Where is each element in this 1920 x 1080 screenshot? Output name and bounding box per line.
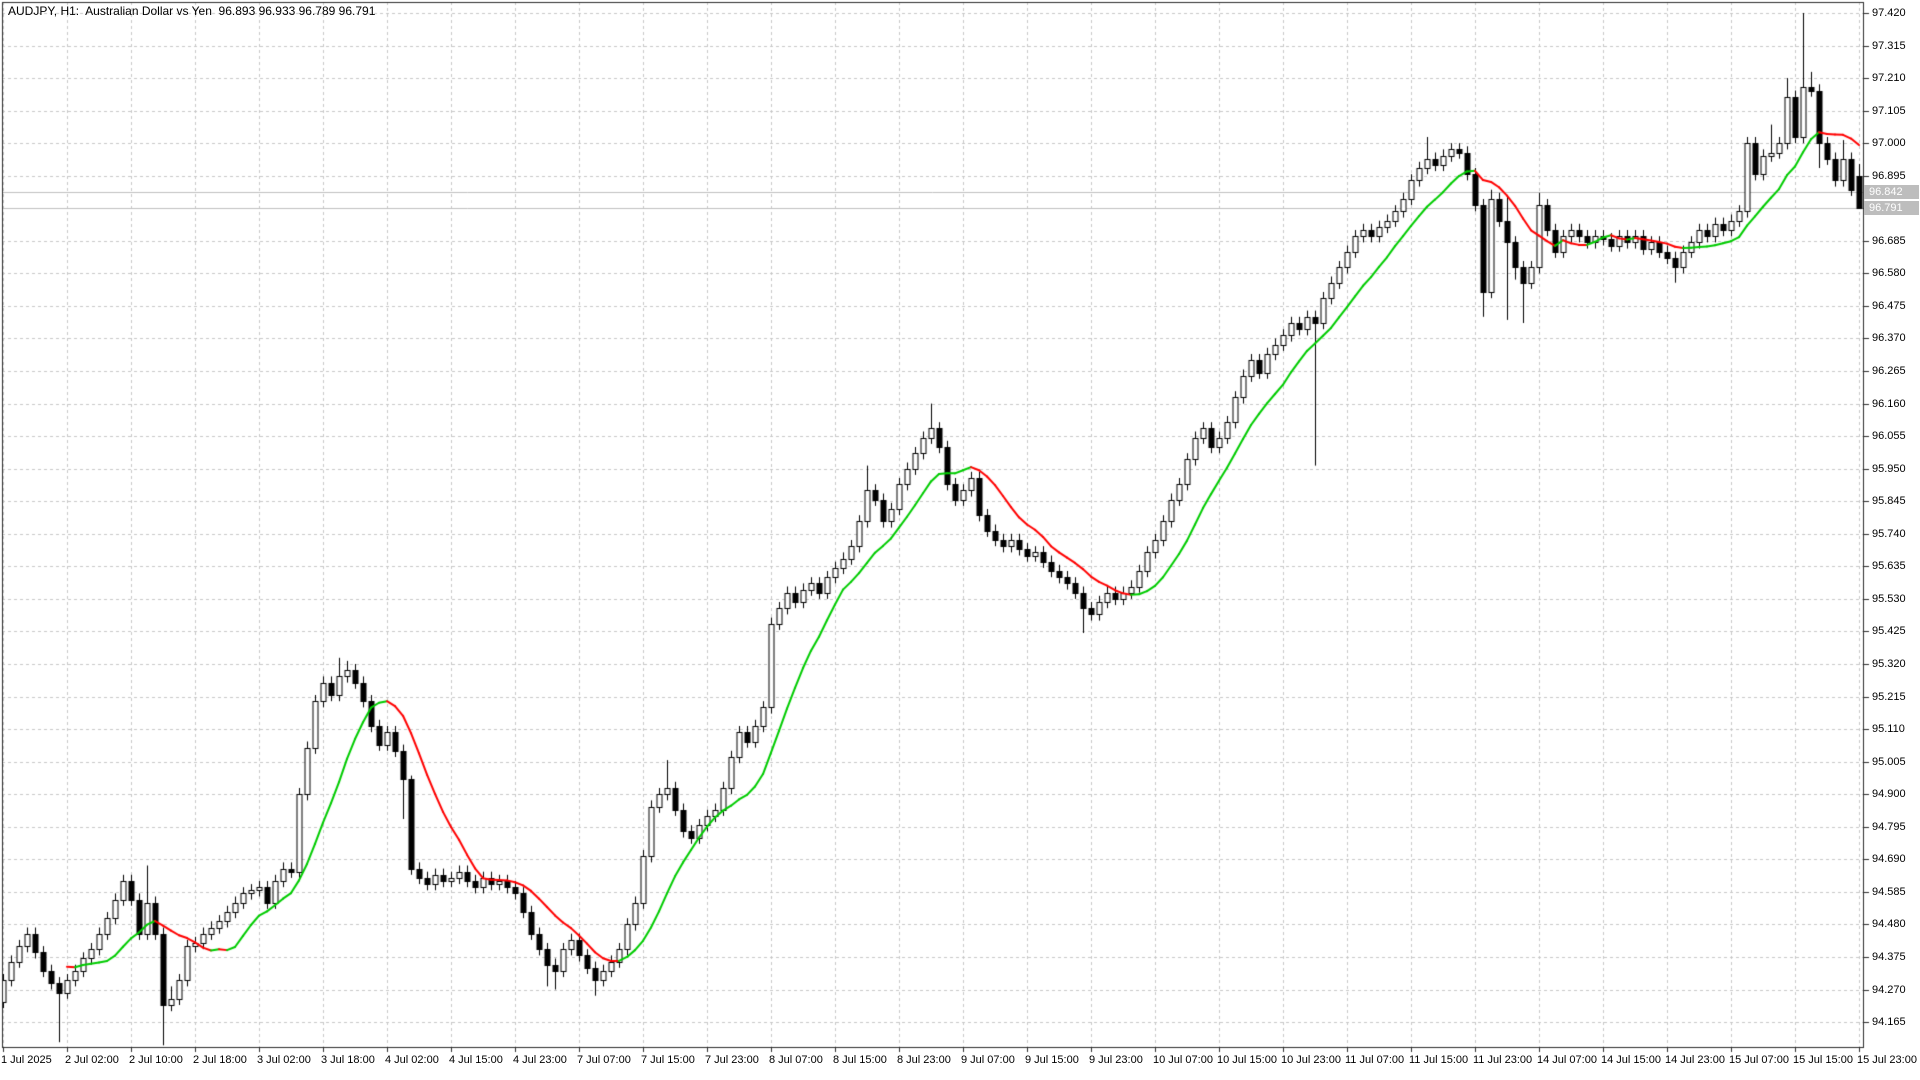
price-axis-label: 96.265 [1872,365,1906,377]
price-axis-label: 96.475 [1872,300,1906,312]
time-axis-label: 8 Jul 23:00 [897,1054,951,1066]
price-axis-label: 97.315 [1872,40,1906,52]
price-axis-label: 94.795 [1872,821,1906,833]
price-axis-label: 97.210 [1872,72,1906,84]
time-axis-label: 11 Jul 07:00 [1345,1054,1405,1066]
price-axis-label: 96.580 [1872,267,1906,279]
time-axis-label: 7 Jul 07:00 [577,1054,631,1066]
price-axis-label: 95.740 [1872,528,1906,540]
price-axis-label: 95.530 [1872,593,1906,605]
time-axis-label: 2 Jul 02:00 [65,1054,119,1066]
price-axis-label: 94.480 [1872,918,1906,930]
time-axis-label: 14 Jul 15:00 [1601,1054,1661,1066]
price-axis-label: 95.215 [1872,691,1906,703]
price-axis-label: 94.165 [1872,1016,1906,1028]
time-axis-label: 10 Jul 15:00 [1217,1054,1277,1066]
price-axis-label: 95.635 [1872,560,1906,572]
price-axis-label: 95.845 [1872,495,1906,507]
price-axis-label: 97.420 [1872,7,1906,19]
time-axis-label: 3 Jul 18:00 [321,1054,375,1066]
time-axis-label: 4 Jul 23:00 [513,1054,567,1066]
time-axis-label: 4 Jul 02:00 [385,1054,439,1066]
bid-price-badge: 96.791 [1864,201,1919,215]
price-axis-label: 97.105 [1872,105,1906,117]
ask-price-badge: 96.842 [1864,185,1919,199]
price-axis-label: 95.425 [1872,625,1906,637]
time-axis-label: 10 Jul 23:00 [1281,1054,1341,1066]
price-axis-label: 97.000 [1872,137,1906,149]
time-axis-label: 1 Jul 2025 [1,1054,52,1066]
price-axis-label: 95.110 [1872,723,1905,735]
time-axis-label: 9 Jul 15:00 [1025,1054,1079,1066]
time-axis-label: 8 Jul 07:00 [769,1054,823,1066]
time-axis-label: 11 Jul 15:00 [1409,1054,1469,1066]
time-axis-label: 15 Jul 07:00 [1729,1054,1789,1066]
price-axis-label: 95.950 [1872,463,1906,475]
time-axis-label: 7 Jul 15:00 [641,1054,695,1066]
time-axis-label: 8 Jul 15:00 [833,1054,887,1066]
time-axis-label: 15 Jul 23:00 [1857,1054,1917,1066]
time-axis-label: 9 Jul 07:00 [961,1054,1015,1066]
price-axis-label: 94.375 [1872,951,1906,963]
price-axis-label: 95.005 [1872,756,1906,768]
price-axis-label: 96.685 [1872,235,1906,247]
chart-title: AUDJPY, H1: Australian Dollar vs Yen 96.… [8,4,376,18]
time-axis-label: 14 Jul 23:00 [1665,1054,1725,1066]
time-axis-label: 15 Jul 15:00 [1793,1054,1853,1066]
time-axis-label: 7 Jul 23:00 [705,1054,759,1066]
price-axis-label: 96.370 [1872,332,1906,344]
price-axis-label: 96.895 [1872,170,1906,182]
price-axis-label: 96.055 [1872,430,1906,442]
time-axis-label: 9 Jul 23:00 [1089,1054,1143,1066]
time-axis-label: 2 Jul 18:00 [193,1054,247,1066]
price-axis-label: 94.690 [1872,853,1906,865]
price-axis-label: 94.900 [1872,788,1906,800]
price-axis-label: 94.270 [1872,984,1906,996]
time-axis-label: 11 Jul 23:00 [1473,1054,1533,1066]
time-axis-label: 10 Jul 07:00 [1153,1054,1213,1066]
time-axis-label: 3 Jul 02:00 [257,1054,311,1066]
time-axis-label: 4 Jul 15:00 [449,1054,503,1066]
price-axis-label: 95.320 [1872,658,1906,670]
price-axis-label: 94.585 [1872,886,1906,898]
time-axis-label: 14 Jul 07:00 [1537,1054,1597,1066]
price-axis-label: 96.160 [1872,398,1906,410]
time-axis-label: 2 Jul 10:00 [129,1054,183,1066]
